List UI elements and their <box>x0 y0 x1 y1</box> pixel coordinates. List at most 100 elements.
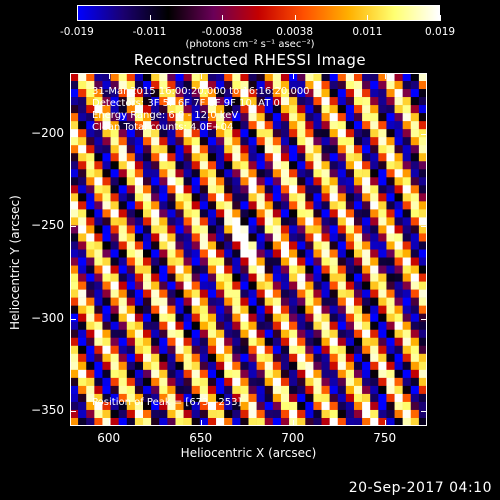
heatmap-cell <box>216 313 225 322</box>
heatmap-cell <box>224 161 233 170</box>
heatmap-cell <box>151 89 160 98</box>
heatmap-cell <box>418 345 428 355</box>
heatmap-cell <box>264 361 274 371</box>
heatmap-cell <box>175 89 184 98</box>
heatmap-cell <box>305 193 314 202</box>
heatmap-cell <box>402 417 412 427</box>
heatmap-cell <box>191 185 201 194</box>
heatmap-cell <box>370 209 379 218</box>
heatmap-cell <box>216 121 225 130</box>
heatmap-cell <box>264 177 274 186</box>
heatmap-cell <box>102 289 111 298</box>
heatmap-cell <box>337 353 347 363</box>
heatmap-cell <box>378 73 387 82</box>
heatmap-cell <box>207 369 217 379</box>
heatmap-cell <box>102 201 111 210</box>
heatmap-cell <box>191 209 201 218</box>
heatmap-cell <box>199 273 209 282</box>
heatmap-cell <box>337 201 347 210</box>
heatmap-cell <box>126 153 136 162</box>
heatmap-cell <box>394 305 403 314</box>
heatmap-cell <box>159 265 168 274</box>
heatmap-cell <box>240 385 249 395</box>
heatmap-cell <box>183 177 192 186</box>
heatmap-cell <box>191 241 201 250</box>
heatmap-cell <box>94 73 103 82</box>
heatmap-cell <box>370 345 379 355</box>
heatmap-cell <box>183 353 192 363</box>
heatmap-cell <box>110 297 119 306</box>
heatmap-cell <box>264 225 274 234</box>
heatmap-cell <box>240 417 249 427</box>
heatmap-cell <box>289 129 298 138</box>
heatmap-cell <box>159 337 168 347</box>
heatmap-cell <box>118 185 128 194</box>
heatmap-cell <box>240 297 249 306</box>
heatmap-cell <box>272 337 282 347</box>
heatmap-cell <box>159 385 168 395</box>
heatmap-cell <box>183 401 192 411</box>
heatmap-cell <box>216 105 225 114</box>
heatmap-cell <box>402 241 412 250</box>
heatmap-cell <box>224 217 233 226</box>
heatmap-cell <box>329 97 339 106</box>
heatmap-cell <box>362 89 371 98</box>
heatmap-cell <box>199 105 209 114</box>
heatmap-cell <box>370 241 379 250</box>
heatmap-cell <box>191 225 201 234</box>
heatmap-cell <box>394 265 403 274</box>
heatmap-cell <box>313 337 322 347</box>
heatmap-cell <box>191 265 201 274</box>
heatmap-cell <box>102 329 111 339</box>
heatmap-cell <box>305 161 314 170</box>
heatmap-cell <box>329 265 339 274</box>
heatmap-cell <box>207 121 217 130</box>
heatmap-cell <box>345 169 355 178</box>
heatmap-cell <box>216 417 225 427</box>
heatmap-cell <box>159 89 168 98</box>
heatmap-cell <box>297 201 306 210</box>
heatmap-cell <box>362 105 371 114</box>
heatmap-cell <box>272 289 282 298</box>
heatmap-cell <box>345 113 355 122</box>
heatmap-cell <box>126 409 136 419</box>
heatmap-cell <box>167 249 176 258</box>
heatmap-cell <box>410 193 420 202</box>
heatmap-cell <box>86 337 95 347</box>
heatmap-cell <box>370 81 379 90</box>
heatmap-cell <box>394 353 403 363</box>
heatmap-cell <box>329 193 339 202</box>
heatmap-cell <box>183 217 192 226</box>
heatmap-cell <box>143 385 152 395</box>
heatmap-cell <box>353 305 363 314</box>
heatmap-cell <box>78 113 87 122</box>
heatmap-cell <box>232 361 241 371</box>
heatmap-cell <box>418 161 428 170</box>
heatmap-cell <box>232 209 241 218</box>
heatmap-cell <box>207 409 217 419</box>
heatmap-cell <box>418 145 428 154</box>
heatmap-cell <box>134 321 144 331</box>
heatmap-cell <box>232 153 241 162</box>
heatmap-cell <box>353 169 363 178</box>
heatmap-cell <box>207 353 217 363</box>
heatmap-cell <box>418 297 428 306</box>
heatmap-cell <box>167 409 176 419</box>
heatmap-cell <box>70 161 79 170</box>
heatmap-cell <box>329 153 339 162</box>
heatmap-cell <box>151 193 160 202</box>
heatmap-cell <box>216 281 225 290</box>
heatmap-cell <box>370 329 379 339</box>
heatmap-cell <box>402 217 412 226</box>
heatmap-cell <box>183 385 192 395</box>
heatmap-cell <box>402 377 412 387</box>
heatmap-cell <box>102 313 111 322</box>
heatmap-cell <box>118 345 128 355</box>
heatmap-cell <box>191 249 201 258</box>
heatmap-cell <box>289 297 298 306</box>
heatmap-cell <box>297 265 306 274</box>
heatmap-cell <box>167 257 176 266</box>
heatmap-cell <box>289 305 298 314</box>
heatmap-cell <box>402 289 412 298</box>
heatmap-cell <box>118 329 128 339</box>
